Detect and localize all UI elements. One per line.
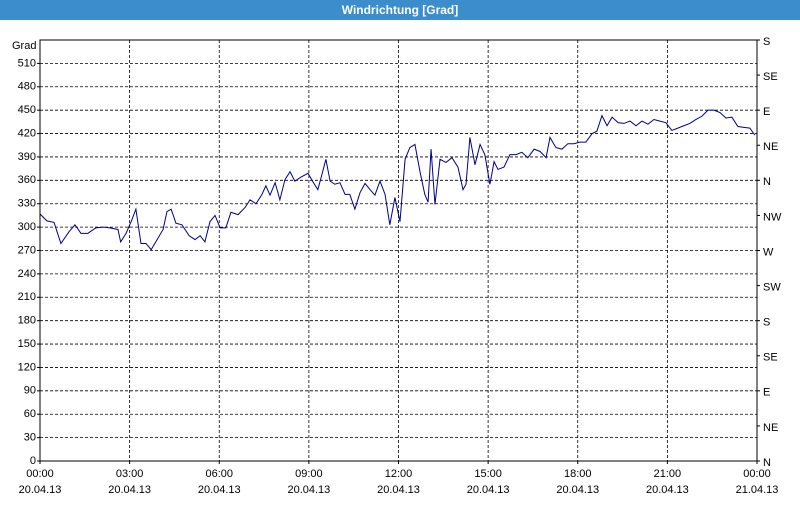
data-line bbox=[39, 109, 756, 251]
y-tick-label: 240 bbox=[18, 268, 36, 280]
x-tick-label: 12:00 20.04.13 bbox=[377, 468, 420, 496]
y-tick-label: 300 bbox=[18, 221, 36, 233]
chart-title: Windrichtung [Grad] bbox=[0, 0, 800, 20]
y2-tick-label: SW bbox=[763, 281, 781, 293]
y2-tick-label: SE bbox=[763, 352, 778, 364]
y-tick-label: 450 bbox=[18, 104, 36, 116]
y-tick-label: 180 bbox=[18, 315, 36, 327]
y-axis-label: Grad bbox=[12, 40, 36, 52]
y-tick-label: 60 bbox=[24, 408, 36, 420]
y-tick-label: 150 bbox=[18, 338, 36, 350]
y2-tick-label: N bbox=[763, 176, 771, 188]
y-tick-label: 420 bbox=[18, 127, 36, 139]
y2-tick-label: NE bbox=[763, 422, 778, 434]
x-tick-label: 00:00 20.04.13 bbox=[19, 468, 62, 496]
y2-tick-label: NW bbox=[763, 211, 782, 223]
x-tick-label: 15:00 20.04.13 bbox=[467, 468, 510, 496]
y2-tick-label: NE bbox=[763, 141, 778, 153]
y-tick-label: 330 bbox=[18, 198, 36, 210]
y-tick-label: 210 bbox=[18, 291, 36, 303]
y2-tick-label: E bbox=[763, 106, 770, 118]
x-tick-label: 18:00 20.04.13 bbox=[556, 468, 599, 496]
y-tick-label: 270 bbox=[18, 244, 36, 256]
x-tick-label: 03:00 20.04.13 bbox=[108, 468, 151, 496]
y-tick-label: 30 bbox=[24, 432, 36, 444]
chart: Grad 0 30 60 90 120 150 180 210 240 270 300 330 360 3… bbox=[12, 36, 782, 496]
y-tick-label: 120 bbox=[18, 361, 36, 373]
plot-frame bbox=[39, 39, 758, 462]
x-tick-label: 21:00 20.04.13 bbox=[646, 468, 689, 496]
x-tick-label: 06:00 20.04.13 bbox=[198, 468, 241, 496]
y2-tick-label: S bbox=[763, 317, 770, 329]
y2-tick-label: SE bbox=[763, 71, 778, 83]
y-tick-label: 360 bbox=[18, 174, 36, 186]
x-tick-label: 00:00 21.04.13 bbox=[736, 468, 779, 496]
y2-tick-label: N bbox=[763, 457, 771, 469]
y-tick-label: 90 bbox=[24, 385, 36, 397]
y-tick-label: 480 bbox=[18, 81, 36, 93]
y-tick-label: 510 bbox=[18, 57, 36, 69]
y2-tick-label: S bbox=[763, 36, 770, 48]
y2-tick-label: E bbox=[763, 387, 770, 399]
y-tick-label: 0 bbox=[30, 455, 36, 467]
y2-tick-label: W bbox=[763, 246, 774, 258]
x-tick-label: 09:00 20.04.13 bbox=[287, 468, 330, 496]
y-tick-label: 390 bbox=[18, 151, 36, 163]
